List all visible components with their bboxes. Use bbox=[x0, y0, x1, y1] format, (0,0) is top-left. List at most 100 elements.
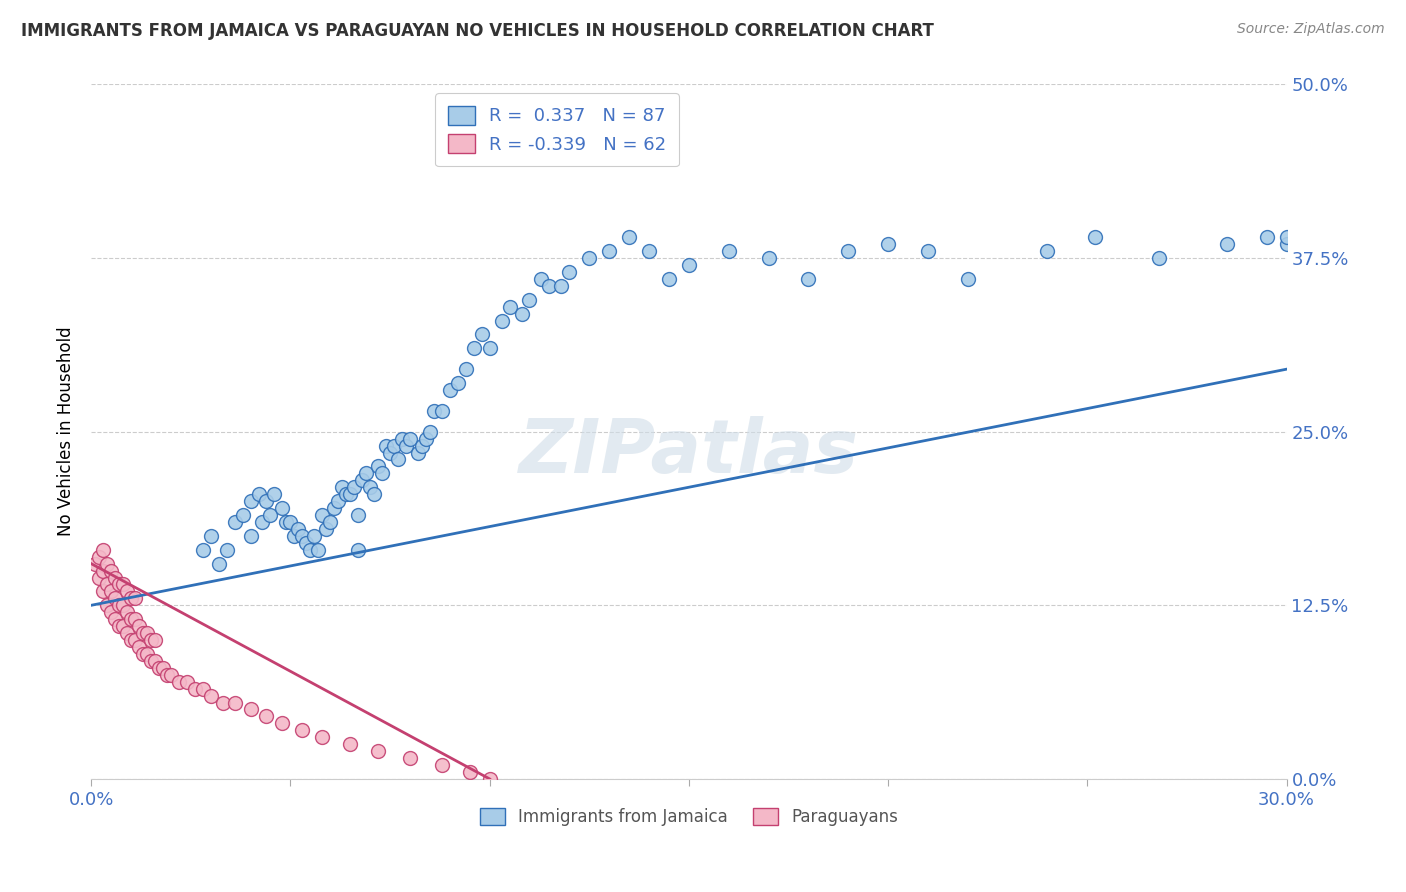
Point bbox=[115, 584, 138, 599]
Point bbox=[367, 744, 389, 758]
Point bbox=[108, 599, 131, 613]
Point bbox=[419, 425, 441, 439]
Point bbox=[239, 702, 262, 716]
Point bbox=[458, 764, 481, 779]
Point bbox=[1147, 251, 1170, 265]
Point bbox=[84, 557, 107, 571]
Point bbox=[156, 667, 179, 681]
Point bbox=[339, 487, 361, 501]
Point bbox=[136, 647, 159, 661]
Point bbox=[371, 467, 394, 481]
Point bbox=[367, 459, 389, 474]
Point bbox=[877, 237, 900, 252]
Point bbox=[678, 258, 700, 272]
Point bbox=[382, 439, 405, 453]
Point bbox=[411, 439, 433, 453]
Point bbox=[115, 626, 138, 640]
Point bbox=[1256, 230, 1278, 244]
Point bbox=[307, 542, 329, 557]
Point bbox=[143, 654, 166, 668]
Point bbox=[139, 654, 162, 668]
Point bbox=[211, 696, 233, 710]
Point bbox=[224, 696, 246, 710]
Point bbox=[252, 515, 274, 529]
Point bbox=[100, 564, 122, 578]
Point bbox=[208, 557, 231, 571]
Point bbox=[311, 731, 333, 745]
Point bbox=[519, 293, 541, 307]
Point bbox=[224, 515, 246, 529]
Point bbox=[108, 619, 131, 633]
Point bbox=[167, 674, 190, 689]
Point bbox=[108, 577, 131, 591]
Point bbox=[395, 439, 418, 453]
Point bbox=[128, 640, 150, 654]
Point bbox=[323, 501, 346, 516]
Point bbox=[1275, 230, 1298, 244]
Point bbox=[478, 342, 501, 356]
Point bbox=[128, 619, 150, 633]
Point bbox=[176, 674, 198, 689]
Point bbox=[399, 751, 422, 765]
Point bbox=[598, 244, 620, 259]
Point bbox=[399, 432, 422, 446]
Text: IMMIGRANTS FROM JAMAICA VS PARAGUAYAN NO VEHICLES IN HOUSEHOLD CORRELATION CHART: IMMIGRANTS FROM JAMAICA VS PARAGUAYAN NO… bbox=[21, 22, 934, 40]
Point bbox=[498, 300, 520, 314]
Point bbox=[956, 272, 979, 286]
Point bbox=[363, 487, 385, 501]
Point bbox=[104, 570, 127, 584]
Point bbox=[415, 432, 437, 446]
Point bbox=[136, 626, 159, 640]
Point bbox=[215, 542, 238, 557]
Point bbox=[797, 272, 820, 286]
Point bbox=[917, 244, 939, 259]
Point bbox=[124, 591, 146, 606]
Point bbox=[550, 278, 572, 293]
Point bbox=[160, 667, 183, 681]
Point bbox=[184, 681, 207, 696]
Point bbox=[430, 758, 453, 772]
Point bbox=[311, 508, 333, 522]
Point bbox=[343, 480, 366, 494]
Point bbox=[283, 529, 305, 543]
Point bbox=[304, 529, 326, 543]
Point bbox=[263, 487, 285, 501]
Point bbox=[439, 383, 461, 397]
Point bbox=[280, 515, 302, 529]
Point bbox=[96, 599, 118, 613]
Point bbox=[330, 480, 353, 494]
Point bbox=[271, 716, 294, 731]
Point bbox=[120, 591, 142, 606]
Point bbox=[1216, 237, 1239, 252]
Point bbox=[104, 612, 127, 626]
Point bbox=[391, 432, 413, 446]
Point bbox=[148, 661, 170, 675]
Point bbox=[558, 265, 581, 279]
Point bbox=[115, 605, 138, 619]
Point bbox=[430, 404, 453, 418]
Point bbox=[352, 473, 374, 487]
Legend: Immigrants from Jamaica, Paraguayans: Immigrants from Jamaica, Paraguayans bbox=[472, 802, 904, 833]
Point bbox=[239, 494, 262, 508]
Point bbox=[200, 529, 222, 543]
Point bbox=[96, 577, 118, 591]
Point bbox=[191, 681, 214, 696]
Text: ZIPatlas: ZIPatlas bbox=[519, 416, 859, 489]
Point bbox=[295, 536, 318, 550]
Point bbox=[91, 584, 114, 599]
Point bbox=[100, 605, 122, 619]
Point bbox=[299, 542, 322, 557]
Point bbox=[454, 362, 477, 376]
Point bbox=[120, 612, 142, 626]
Point bbox=[132, 647, 155, 661]
Point bbox=[112, 599, 135, 613]
Point bbox=[423, 404, 446, 418]
Point bbox=[538, 278, 561, 293]
Text: Source: ZipAtlas.com: Source: ZipAtlas.com bbox=[1237, 22, 1385, 37]
Point bbox=[837, 244, 859, 259]
Point bbox=[530, 272, 553, 286]
Point bbox=[256, 494, 278, 508]
Point bbox=[276, 515, 298, 529]
Point bbox=[239, 529, 262, 543]
Point bbox=[100, 584, 122, 599]
